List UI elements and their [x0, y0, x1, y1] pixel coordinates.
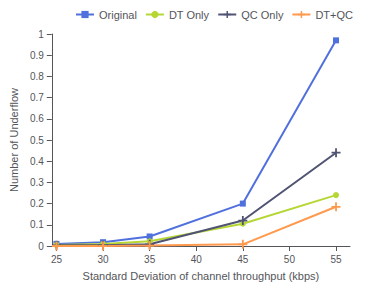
svg-text:Original: Original	[99, 9, 137, 21]
svg-text:0: 0	[38, 241, 44, 252]
svg-text:0.4: 0.4	[30, 156, 44, 167]
svg-text:0.5: 0.5	[30, 135, 44, 146]
svg-text:50: 50	[284, 254, 296, 265]
svg-text:35: 35	[144, 254, 156, 265]
svg-text:0.6: 0.6	[30, 113, 44, 124]
svg-text:QC Only: QC Only	[241, 9, 284, 21]
svg-text:1: 1	[38, 29, 44, 40]
svg-text:0.7: 0.7	[30, 92, 44, 103]
svg-text:40: 40	[191, 254, 203, 265]
svg-text:Standard Deviation of channel: Standard Deviation of channel throughput…	[83, 270, 320, 282]
svg-text:0.1: 0.1	[30, 219, 44, 230]
svg-text:45: 45	[237, 254, 249, 265]
svg-text:30: 30	[97, 254, 109, 265]
svg-text:0.8: 0.8	[30, 71, 44, 82]
svg-text:25: 25	[51, 254, 63, 265]
svg-text:Number of Underflow: Number of Underflow	[8, 88, 20, 192]
svg-text:DT Only: DT Only	[169, 9, 210, 21]
svg-text:0.3: 0.3	[30, 177, 44, 188]
svg-text:0.9: 0.9	[30, 50, 44, 61]
svg-text:55: 55	[330, 254, 342, 265]
svg-text:DT+QC: DT+QC	[315, 9, 353, 21]
svg-text:0.2: 0.2	[30, 198, 44, 209]
